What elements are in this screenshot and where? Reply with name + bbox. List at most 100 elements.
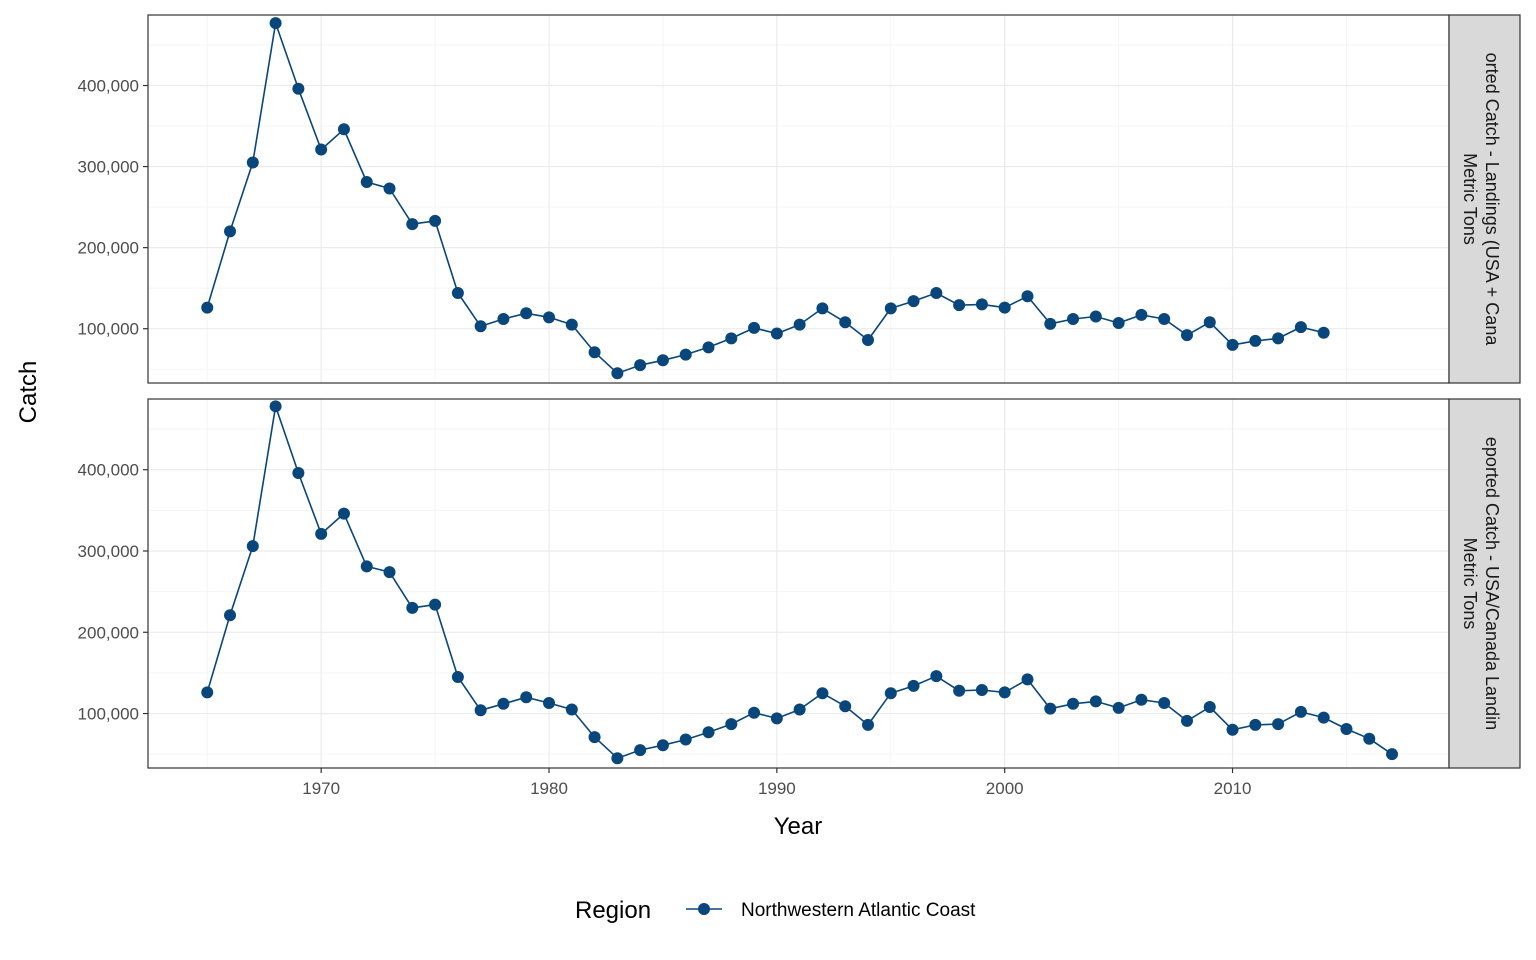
- data-point: [292, 466, 305, 479]
- data-point: [224, 609, 237, 622]
- legend-entry-label: Northwestern Atlantic Coast: [741, 900, 976, 921]
- data-point: [953, 684, 966, 697]
- data-point: [656, 354, 669, 367]
- data-point: [224, 225, 237, 238]
- data-point: [497, 312, 510, 325]
- legend: Region Northwestern Atlantic Coast: [575, 897, 976, 924]
- data-point: [770, 327, 783, 340]
- data-point: [1272, 718, 1285, 731]
- data-point: [1135, 308, 1148, 321]
- data-point: [565, 703, 578, 716]
- y-tick-label: 400,000: [78, 461, 139, 480]
- data-point: [1089, 695, 1102, 708]
- data-point: [1226, 338, 1239, 351]
- legend-key-point: [698, 903, 710, 915]
- strip-label-line: Metric Tons: [1460, 153, 1480, 245]
- y-tick-label: 200,000: [78, 239, 139, 258]
- data-point: [360, 175, 373, 188]
- data-point: [725, 332, 738, 345]
- data-point: [1249, 718, 1262, 731]
- data-point: [793, 318, 806, 331]
- data-point: [839, 316, 852, 329]
- data-point: [543, 696, 556, 709]
- data-point: [1180, 329, 1193, 342]
- data-point: [474, 320, 487, 333]
- panels-layer: 100,000 200,000 300,000 400,000 orted Catch …: [78, 14, 1521, 769]
- data-point: [1135, 693, 1148, 706]
- panel-1: 100,000 200,000 300,000 400,000 orted Catch …: [78, 14, 1521, 384]
- x-axis-title: Year: [774, 813, 823, 840]
- data-point: [360, 560, 373, 573]
- data-point: [429, 214, 442, 227]
- x-tick-label: 2010: [1214, 779, 1252, 798]
- data-point: [474, 704, 487, 717]
- data-point: [1203, 316, 1216, 329]
- data-point: [1112, 317, 1125, 330]
- data-point: [269, 17, 282, 30]
- data-point: [679, 348, 692, 361]
- y-tick-label: 200,000: [78, 623, 139, 642]
- data-point: [1021, 290, 1034, 303]
- y-tick-label: 300,000: [78, 542, 139, 561]
- data-point: [702, 726, 715, 739]
- data-point: [1340, 722, 1353, 735]
- data-point: [907, 295, 920, 308]
- data-point: [1294, 321, 1307, 334]
- data-point: [975, 298, 988, 311]
- data-point: [565, 318, 578, 331]
- strip-label-group: orted Catch - Landings (USA + CanaMetric…: [1460, 53, 1502, 347]
- data-point: [1386, 748, 1399, 761]
- data-point: [451, 670, 464, 683]
- data-point: [725, 718, 738, 731]
- data-point: [315, 527, 328, 540]
- data-point: [748, 706, 761, 719]
- data-point: [543, 311, 556, 324]
- data-point: [907, 679, 920, 692]
- data-point: [1317, 711, 1330, 724]
- data-point: [816, 687, 829, 700]
- y-axis-title: Catch: [15, 361, 42, 424]
- y-tick-label: 100,000: [78, 705, 139, 724]
- data-point: [793, 703, 806, 716]
- panel-2: 100,000 200,000 300,000 400,000 eported Catc…: [78, 398, 1521, 769]
- data-point: [884, 687, 897, 700]
- data-point: [975, 683, 988, 696]
- data-point: [337, 507, 350, 520]
- data-point: [1363, 732, 1376, 745]
- data-point: [246, 156, 259, 169]
- data-point: [1317, 326, 1330, 339]
- data-point: [656, 739, 669, 752]
- strip-label-line: eported Catch - USA/Canada Landin: [1482, 437, 1502, 730]
- x-tick-label: 1990: [758, 779, 796, 798]
- strip-label-line: orted Catch - Landings (USA + Cana: [1482, 53, 1502, 347]
- data-point: [748, 321, 761, 334]
- data-point: [201, 686, 214, 699]
- data-point: [315, 143, 328, 156]
- data-point: [998, 301, 1011, 314]
- data-point: [451, 287, 464, 300]
- data-point: [588, 346, 601, 359]
- data-point: [201, 301, 214, 314]
- data-point: [1180, 714, 1193, 727]
- data-point: [1158, 696, 1171, 709]
- data-point: [383, 182, 396, 195]
- x-tick-label: 1980: [530, 779, 568, 798]
- data-point: [429, 598, 442, 611]
- strip-background: [1448, 398, 1521, 769]
- data-point: [611, 752, 624, 765]
- data-point: [1112, 701, 1125, 714]
- data-point: [998, 686, 1011, 699]
- data-point: [839, 700, 852, 713]
- data-point: [679, 733, 692, 746]
- data-point: [246, 540, 259, 553]
- y-tick-label: 400,000: [78, 77, 139, 96]
- data-point: [292, 82, 305, 95]
- strip-label-line: Metric Tons: [1460, 538, 1480, 630]
- y-tick-label: 300,000: [78, 158, 139, 177]
- data-point: [884, 302, 897, 315]
- data-point: [520, 307, 533, 320]
- data-point: [406, 218, 419, 231]
- data-point: [588, 731, 601, 744]
- data-point: [953, 299, 966, 312]
